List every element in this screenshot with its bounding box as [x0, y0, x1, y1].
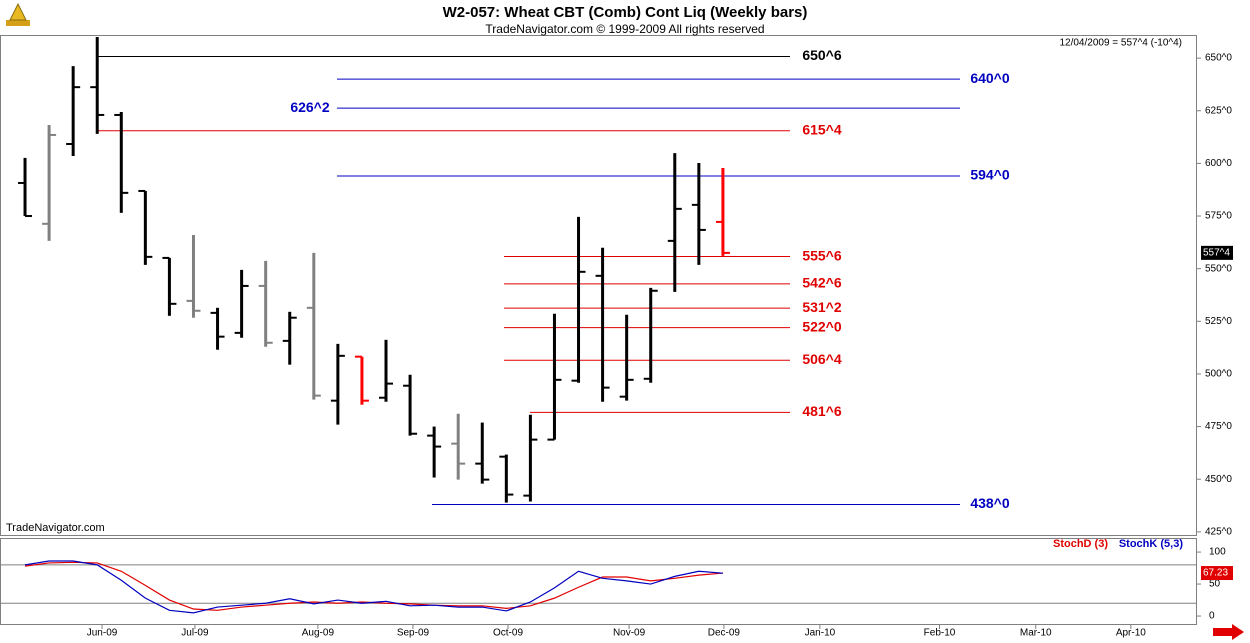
level-label: 640^0 — [970, 70, 1010, 86]
scroll-arrow[interactable] — [1213, 624, 1244, 640]
y-tick-label: 525^0 — [1205, 316, 1232, 327]
y-tick-label: 625^0 — [1205, 105, 1232, 116]
y-tick-label: 0 — [1209, 611, 1215, 622]
last-value-label: 67.23 — [1203, 568, 1228, 579]
stoch-frame — [0, 538, 1197, 625]
last-price-label: 557^4 — [1203, 248, 1230, 259]
chart-title: W2-057: Wheat CBT (Comb) Cont Liq (Weekl… — [443, 4, 808, 21]
stoch-line — [24, 560, 723, 614]
level-label: 594^0 — [970, 167, 1010, 183]
x-tick-label: Dec-09 — [708, 628, 741, 639]
y-tick-label: 575^0 — [1205, 211, 1232, 222]
level-label: 481^6 — [802, 403, 842, 419]
info-text: 12/04/2009 = 557^4 (-10^4) — [1059, 38, 1182, 49]
level-label: 506^4 — [802, 351, 842, 367]
level-label: 615^4 — [802, 121, 842, 137]
x-tick-label: Nov-09 — [613, 628, 646, 639]
x-tick-label: Apr-10 — [1116, 628, 1146, 639]
y-tick-label: 475^0 — [1205, 421, 1232, 432]
y-tick-label: 550^0 — [1205, 263, 1232, 274]
y-tick-label: 50 — [1209, 579, 1221, 590]
legend-entry: StochK (5,3) — [1119, 538, 1184, 550]
y-tick-label: 100 — [1209, 547, 1226, 558]
last-value-box — [1201, 566, 1233, 581]
main-frame — [0, 35, 1197, 536]
level-label: 531^2 — [802, 299, 842, 315]
legend-entry: StochD (3) — [1053, 538, 1108, 550]
x-tick-label: Sep-09 — [397, 628, 430, 639]
y-tick-label: 450^0 — [1205, 474, 1232, 485]
level-label: 438^0 — [970, 495, 1010, 511]
level-label: 626^2 — [290, 99, 330, 115]
watermark: TradeNavigator.com — [6, 522, 105, 534]
x-tick-label: Feb-10 — [924, 628, 956, 639]
x-tick-label: Jan-10 — [805, 628, 836, 639]
level-label: 650^6 — [802, 47, 842, 63]
x-tick-label: Aug-09 — [302, 628, 335, 639]
y-tick-label: 650^0 — [1205, 53, 1232, 64]
level-label: 522^0 — [802, 318, 842, 334]
y-tick-label: 600^0 — [1205, 158, 1232, 169]
x-tick-label: Mar-10 — [1020, 628, 1052, 639]
level-label: 555^6 — [802, 247, 842, 263]
last-price-box — [1201, 245, 1233, 260]
x-tick-label: Jul-09 — [181, 628, 209, 639]
chart-subtitle: TradeNavigator.com © 1999-2009 All right… — [485, 22, 764, 36]
x-tick-label: Oct-09 — [493, 628, 523, 639]
y-tick-label: 500^0 — [1205, 369, 1232, 380]
y-tick-label: 425^0 — [1205, 526, 1232, 537]
level-label: 542^6 — [802, 275, 842, 291]
x-tick-label: Jun-09 — [87, 628, 118, 639]
logo — [6, 2, 30, 26]
